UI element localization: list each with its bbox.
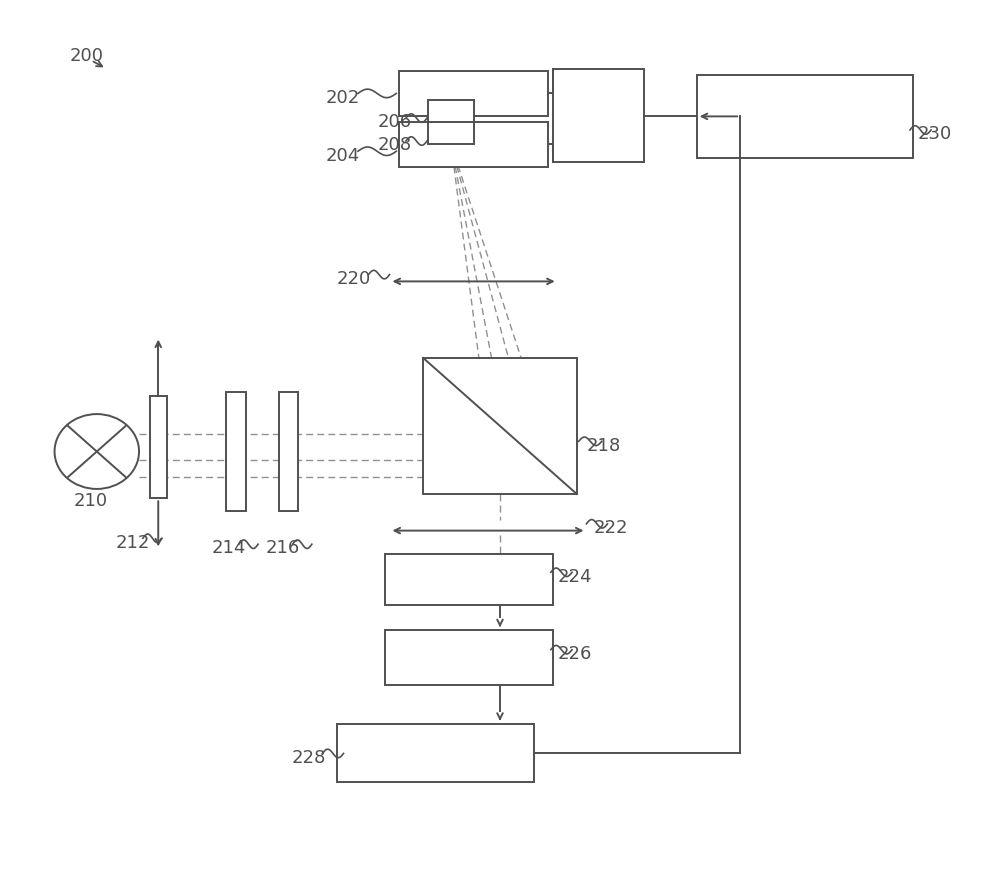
- Text: 220: 220: [337, 270, 371, 288]
- Bar: [337, 724, 534, 781]
- Text: 204: 204: [325, 146, 360, 165]
- Bar: [697, 74, 913, 158]
- Text: 206: 206: [378, 113, 412, 131]
- Text: 200: 200: [70, 47, 104, 65]
- Text: 218: 218: [586, 437, 621, 455]
- Text: 208: 208: [378, 136, 412, 154]
- Text: 202: 202: [325, 89, 360, 106]
- Text: 210: 210: [74, 492, 108, 509]
- Text: 230: 230: [918, 125, 952, 144]
- Bar: [399, 122, 548, 167]
- Bar: [428, 100, 474, 122]
- Bar: [399, 71, 548, 115]
- Text: 224: 224: [558, 568, 592, 586]
- Bar: [150, 396, 167, 498]
- Bar: [385, 630, 553, 686]
- Text: 212: 212: [116, 533, 150, 551]
- Bar: [385, 554, 553, 604]
- Text: 214: 214: [212, 540, 246, 557]
- Text: 222: 222: [594, 519, 629, 537]
- Bar: [428, 122, 474, 144]
- Bar: [226, 392, 246, 511]
- Text: 216: 216: [266, 540, 300, 557]
- Bar: [423, 358, 577, 494]
- Text: 228: 228: [292, 749, 326, 766]
- Bar: [279, 392, 298, 511]
- Bar: [553, 69, 644, 162]
- Text: 226: 226: [558, 645, 592, 663]
